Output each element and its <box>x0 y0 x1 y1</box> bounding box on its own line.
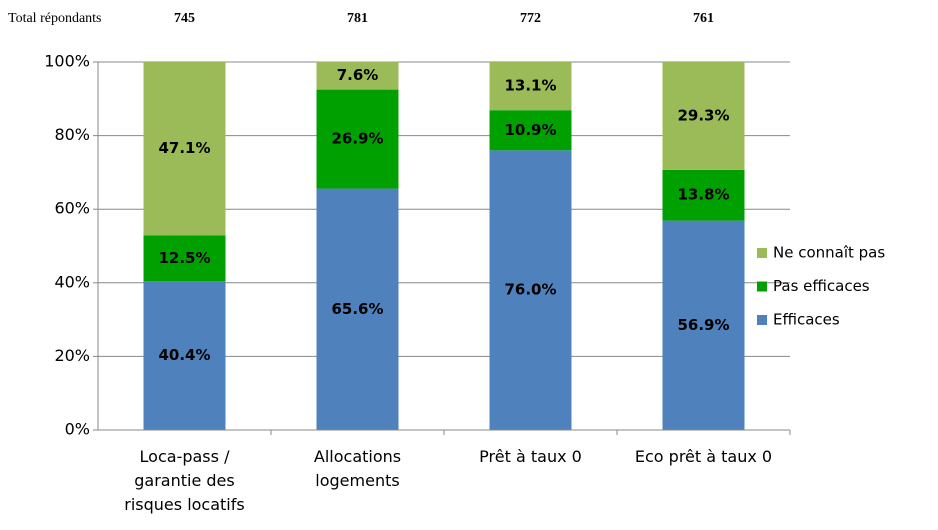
bar-segment <box>662 62 745 170</box>
bar-segment <box>316 188 399 430</box>
bar-segment <box>489 62 572 111</box>
x-tick-label: Loca-pass / garantie des risques locatif… <box>124 447 245 514</box>
legend-label: Ne connaît pas <box>773 244 885 262</box>
y-tick-label: 100% <box>44 52 90 71</box>
legend-swatch <box>757 315 767 325</box>
respondent-count: 772 <box>520 11 541 26</box>
data-label: 7.6% <box>337 66 379 84</box>
y-tick-label: 40% <box>54 272 90 291</box>
data-label: 76.0% <box>504 281 556 299</box>
bar-segment <box>489 110 572 151</box>
y-tick-label: 0% <box>65 420 90 439</box>
legend-swatch <box>757 281 767 292</box>
y-tick-label: 60% <box>54 199 90 218</box>
x-tick-label: Eco prêt à taux 0 <box>634 447 773 466</box>
data-label: 29.3% <box>677 106 729 124</box>
x-tick-label: Allocations logements <box>313 447 402 490</box>
legend-label: Efficaces <box>773 311 840 329</box>
data-label: 40.4% <box>158 346 210 364</box>
bar-segment <box>143 62 226 236</box>
y-tick-label: 20% <box>54 346 90 365</box>
bar-segment <box>662 169 745 221</box>
bar-segment <box>662 220 745 430</box>
data-label: 12.5% <box>158 249 210 267</box>
y-tick-label: 80% <box>54 125 90 144</box>
data-label: 26.9% <box>331 130 383 148</box>
respondent-count: 745 <box>174 11 195 26</box>
respondent-count: 781 <box>347 11 368 26</box>
x-tick-label: Prêt à taux 0 <box>479 447 582 466</box>
data-label: 47.1% <box>158 139 210 157</box>
data-label: 65.6% <box>331 300 383 318</box>
respondents-label: Total répondants <box>8 11 102 26</box>
legend-label: Pas efficaces <box>773 277 870 295</box>
bar-segment <box>143 281 226 430</box>
bar-segment <box>316 61 399 90</box>
legend-swatch <box>757 248 767 258</box>
data-label: 10.9% <box>504 121 556 139</box>
bar-segment <box>316 89 399 189</box>
bar-segment <box>489 150 572 430</box>
data-label: 13.8% <box>677 186 729 204</box>
data-label: 13.1% <box>504 77 556 95</box>
respondent-count: 761 <box>693 11 714 26</box>
data-label: 56.9% <box>677 316 729 334</box>
bar-segment <box>143 235 226 282</box>
